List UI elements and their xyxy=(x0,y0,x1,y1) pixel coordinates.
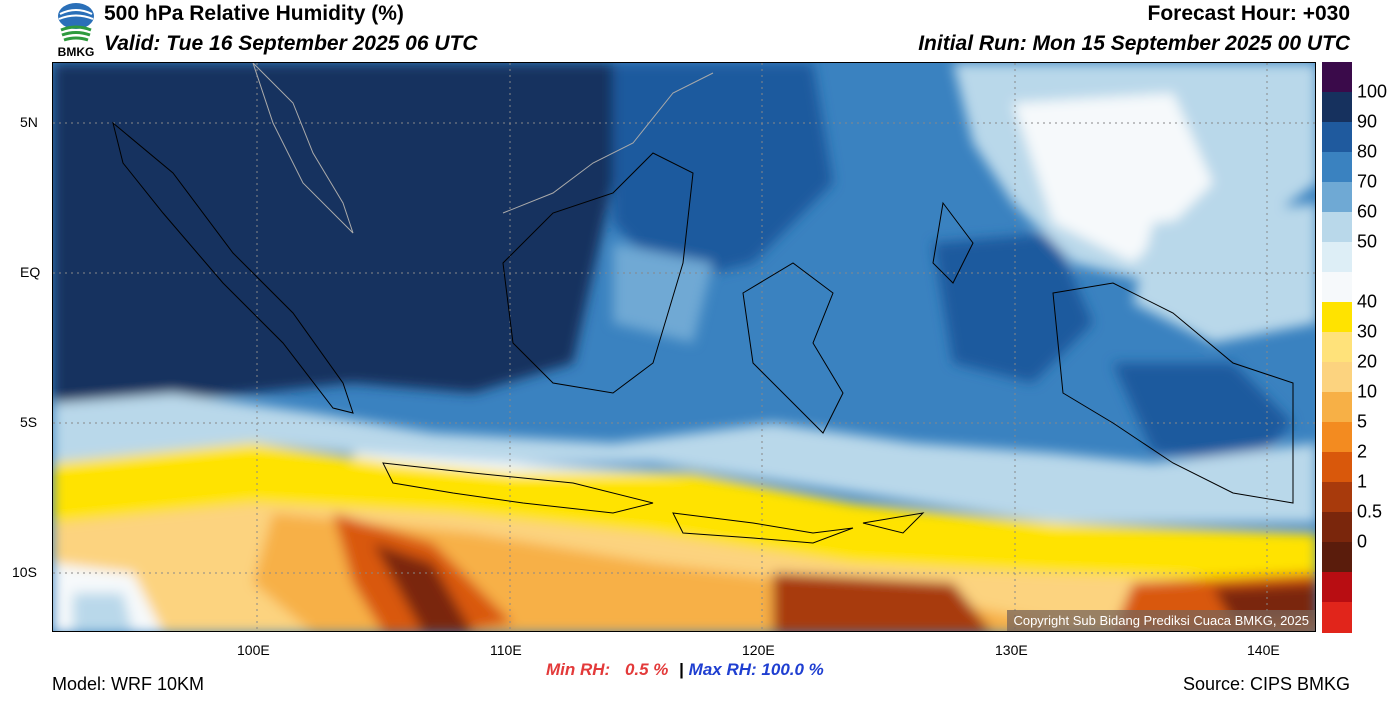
colorbar-label: 0.5 xyxy=(1357,501,1383,522)
colorbar-label: 10 xyxy=(1357,381,1378,402)
bmkg-logo: BMKG xyxy=(52,2,100,60)
lat-label-10s: 10S xyxy=(12,564,37,580)
colorbar-segment xyxy=(1322,542,1352,573)
colorbar-segment xyxy=(1322,602,1352,633)
lat-label-5s: 5S xyxy=(20,414,38,430)
min-rh-value: 0.5 % xyxy=(624,660,669,679)
colorbar-segment xyxy=(1322,272,1352,303)
humidity-map: Copyright Sub Bidang Prediksi Cuaca BMKG… xyxy=(52,62,1316,632)
lon-label-120e: 120E xyxy=(742,642,775,658)
colorbar-segment xyxy=(1322,92,1352,123)
colorbar-segment xyxy=(1322,422,1352,453)
colorbar-label: 5 xyxy=(1357,411,1368,432)
colorbar-segment xyxy=(1322,152,1352,183)
colorbar-label: 70 xyxy=(1357,171,1378,192)
colorbar-segment xyxy=(1322,362,1352,393)
logo-text: BMKG xyxy=(57,45,95,59)
colorbar-label: 30 xyxy=(1357,321,1378,342)
colorbar xyxy=(1322,62,1352,633)
minmax-separator: | xyxy=(679,660,684,679)
colorbar-segment xyxy=(1322,392,1352,423)
colorbar-label: 2 xyxy=(1357,441,1368,462)
colorbar-segment xyxy=(1322,182,1352,213)
colorbar-segment xyxy=(1322,302,1352,333)
lon-label-100e: 100E xyxy=(237,642,270,658)
colorbar-segment xyxy=(1322,122,1352,153)
colorbar-label: 0 xyxy=(1357,531,1368,552)
initial-run: Initial Run: Mon 15 September 2025 00 UT… xyxy=(918,32,1350,55)
max-rh-label: Max RH: 100.0 % xyxy=(688,660,824,679)
colorbar-segment xyxy=(1322,62,1352,93)
colorbar-label: 40 xyxy=(1357,291,1378,312)
min-max-rh: Min RH: 0.5 % | Max RH: 100.0 % xyxy=(546,660,824,680)
colorbar-label: 90 xyxy=(1357,111,1378,132)
forecast-hour: Forecast Hour: +030 xyxy=(1147,2,1351,25)
lat-label-5n: 5N xyxy=(20,114,38,130)
colorbar-label: 80 xyxy=(1357,141,1378,162)
colorbar-segment xyxy=(1322,452,1352,483)
source-label: Source: CIPS BMKG xyxy=(1182,674,1350,694)
colorbar-segment xyxy=(1322,482,1352,513)
colorbar-label: 60 xyxy=(1357,201,1378,222)
colorbar-label: 50 xyxy=(1357,231,1378,252)
colorbar-segment xyxy=(1322,242,1352,273)
colorbar-label: 100 xyxy=(1357,81,1388,102)
colorbar-label: 20 xyxy=(1357,351,1378,372)
valid-time: Valid: Tue 16 September 2025 06 UTC xyxy=(104,32,478,55)
colorbar-segment xyxy=(1322,572,1352,603)
min-rh-label: Min RH: xyxy=(546,660,611,679)
lat-label-eq: EQ xyxy=(20,264,41,280)
colorbar-label: 1 xyxy=(1357,471,1368,492)
colorbar-segment xyxy=(1322,212,1352,243)
model-label: Model: WRF 10KM xyxy=(52,674,205,694)
colorbar-segment xyxy=(1322,332,1352,363)
lon-label-140e: 140E xyxy=(1247,642,1280,658)
copyright-box: Copyright Sub Bidang Prediksi Cuaca BMKG… xyxy=(1007,610,1315,631)
colorbar-segment xyxy=(1322,512,1352,543)
chart-title: 500 hPa Relative Humidity (%) xyxy=(104,2,404,25)
lon-label-110e: 110E xyxy=(490,642,522,658)
lon-label-130e: 130E xyxy=(995,642,1028,658)
